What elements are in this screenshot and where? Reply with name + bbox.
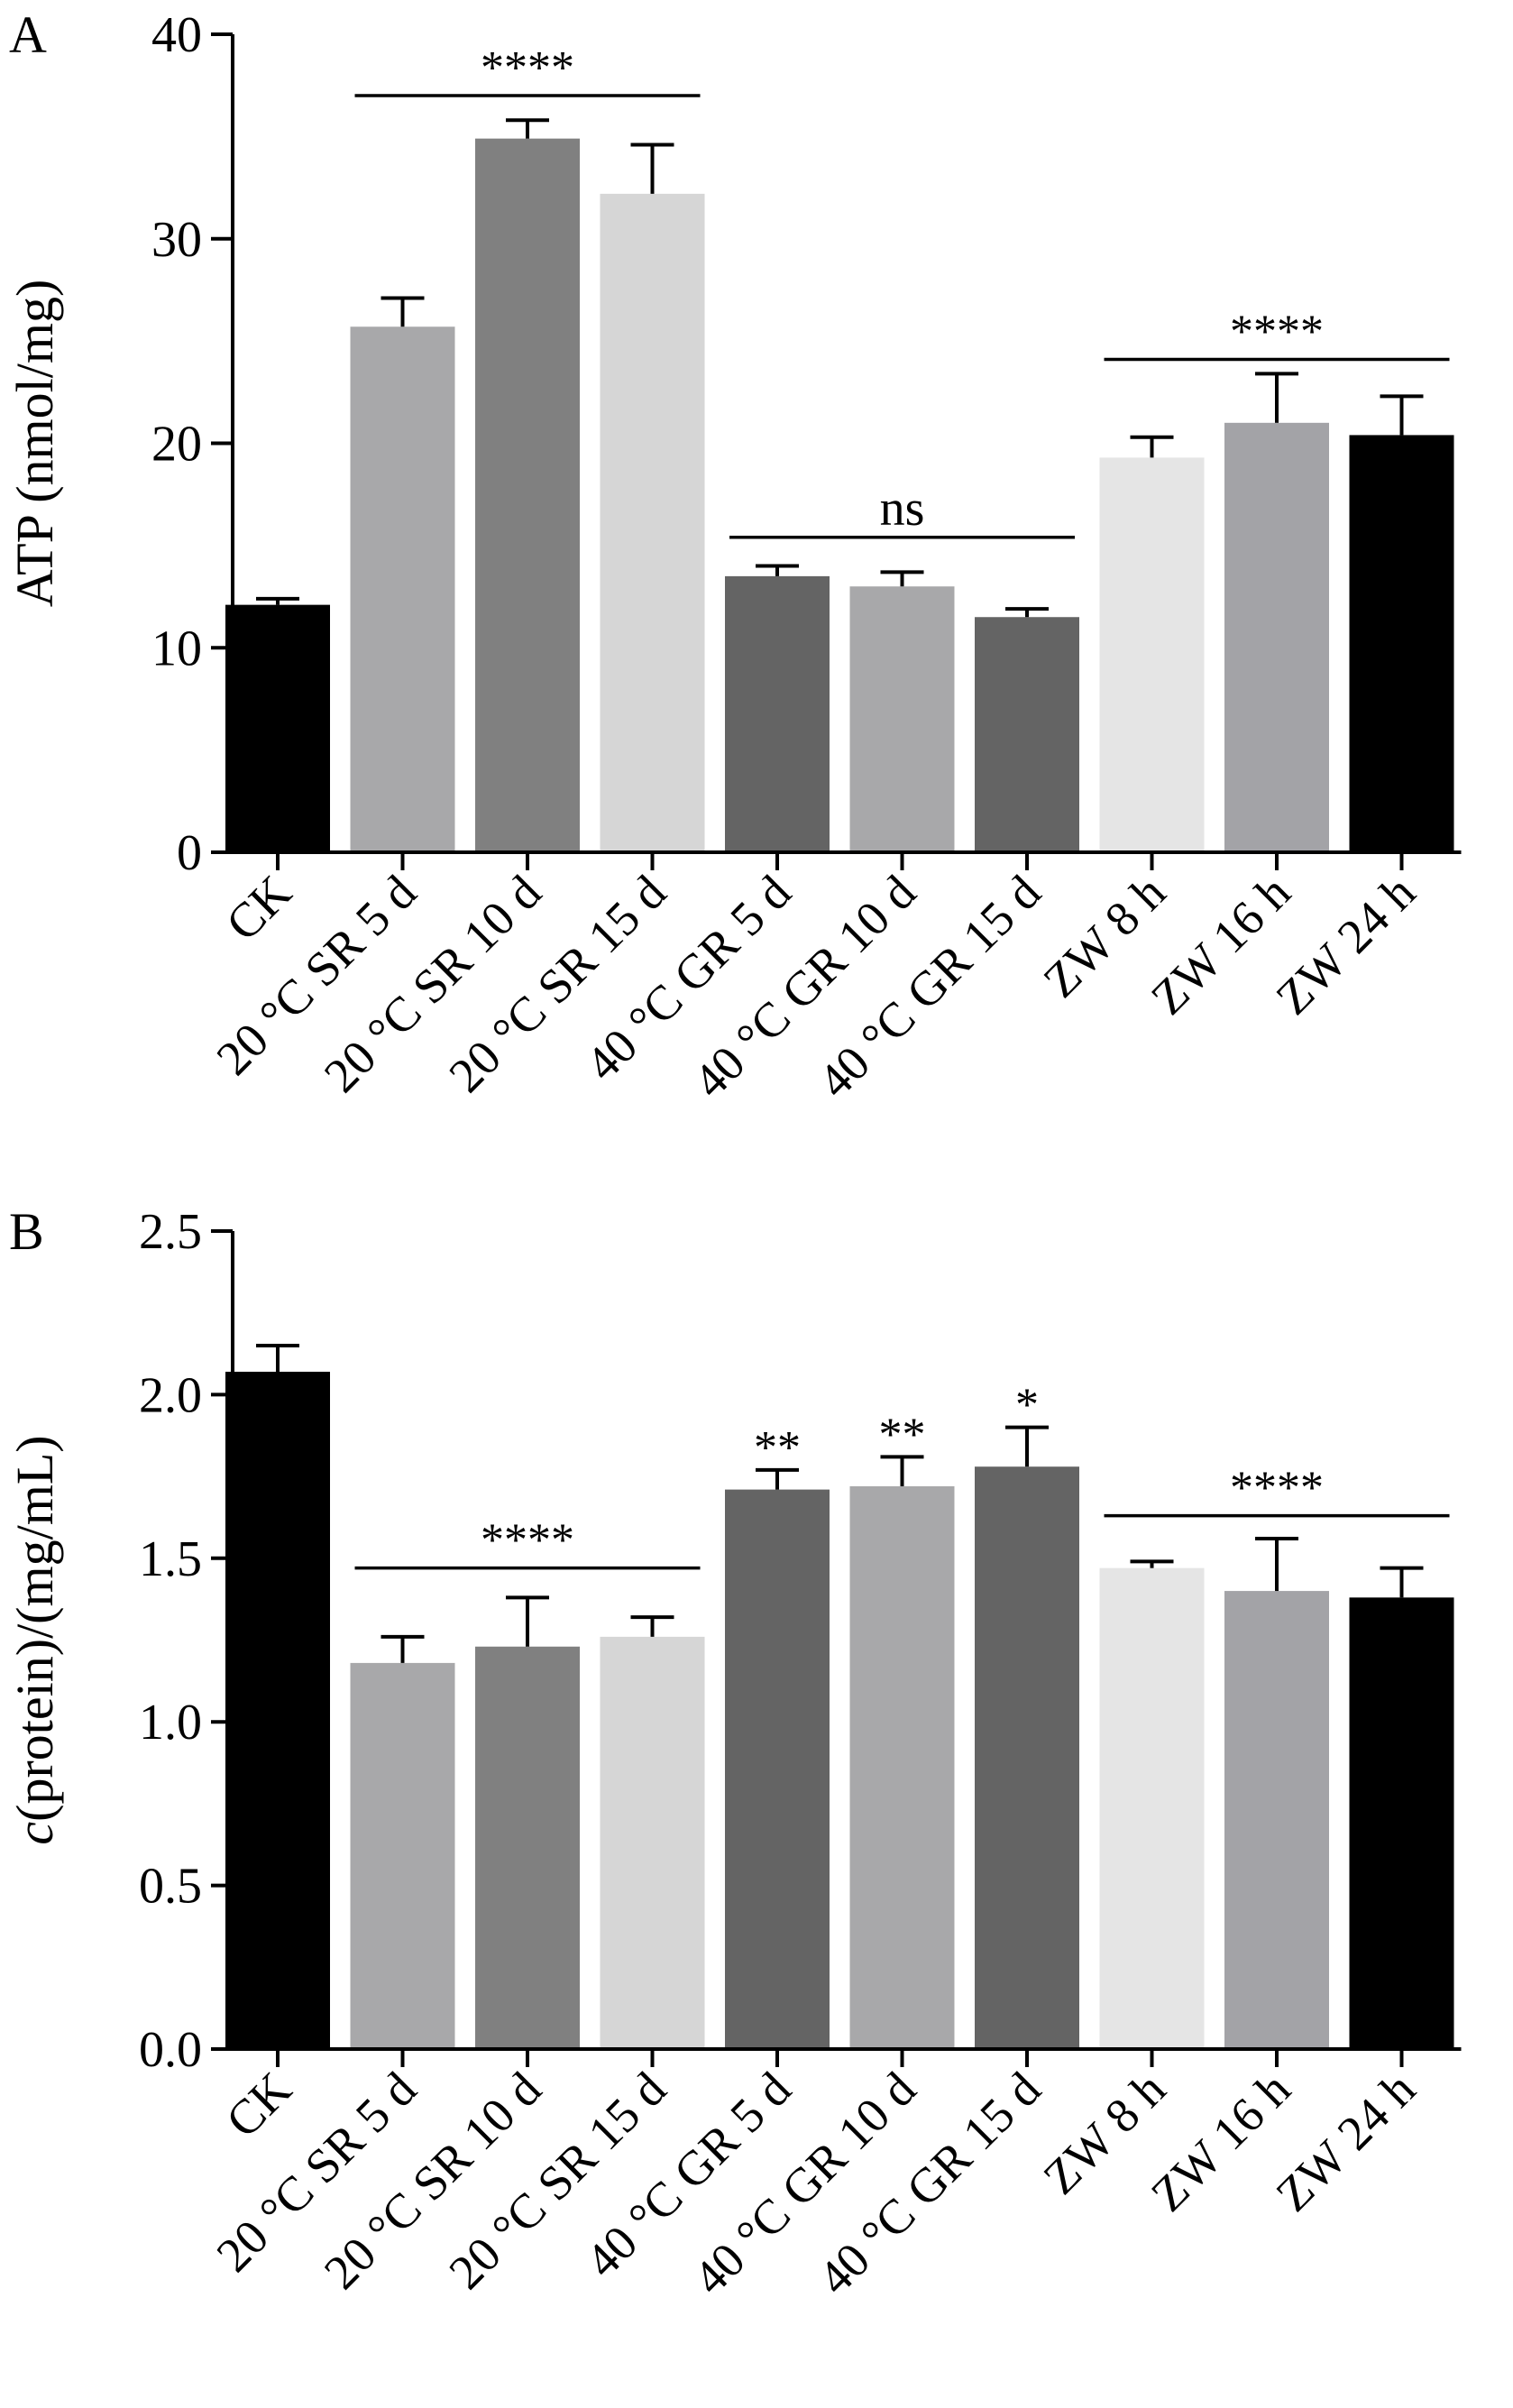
bar-5 bbox=[725, 575, 830, 852]
bar-8 bbox=[1099, 457, 1205, 852]
bar-6 bbox=[849, 586, 955, 852]
y-tick-label: 0 bbox=[177, 825, 202, 881]
bar-9 bbox=[1224, 422, 1329, 852]
bar-2 bbox=[350, 326, 455, 852]
bar-10 bbox=[1349, 435, 1454, 852]
y-tick-label: 1.0 bbox=[139, 1695, 202, 1751]
bar-4 bbox=[600, 193, 705, 853]
bar-4 bbox=[600, 1636, 705, 2049]
panel-label-a: A bbox=[9, 5, 47, 64]
x-tick-label: ZW 24 h bbox=[1266, 2062, 1426, 2221]
y-tick-label: 0.5 bbox=[139, 1859, 202, 1915]
y-axis-label: c(protein)/(mg/mL) bbox=[5, 1435, 64, 1844]
x-tick-label: ZW 24 h bbox=[1266, 865, 1426, 1025]
y-tick-label: 2.0 bbox=[139, 1367, 202, 1423]
bar-2 bbox=[350, 1662, 455, 2049]
significance-label: ns bbox=[880, 481, 925, 537]
bar-3 bbox=[475, 1646, 580, 2049]
x-tick-label: 20 °C SR 15 d bbox=[438, 2062, 676, 2300]
x-tick-label: CK bbox=[215, 865, 301, 951]
significance-label: **** bbox=[1230, 307, 1324, 358]
significance-label: ** bbox=[754, 1422, 801, 1474]
x-tick-label: 40 °C GR 15 d bbox=[808, 2062, 1051, 2305]
x-tick-label: 40 °C GR 10 d bbox=[683, 865, 926, 1108]
bar-10 bbox=[1349, 1597, 1454, 2049]
x-tick-label: 20 °C SR 15 d bbox=[438, 865, 676, 1103]
x-tick-label: 40 °C GR 10 d bbox=[683, 2062, 926, 2305]
significance-label: **** bbox=[481, 1515, 574, 1567]
y-tick-label: 2.5 bbox=[139, 1204, 202, 1260]
y-tick-label: 30 bbox=[151, 212, 202, 268]
y-tick-label: 0.0 bbox=[139, 2022, 202, 2078]
bar-1 bbox=[225, 604, 330, 852]
significance-label: ** bbox=[879, 1409, 926, 1460]
x-tick-label: 40 °C GR 15 d bbox=[808, 865, 1051, 1108]
bar-9 bbox=[1224, 1591, 1329, 2049]
x-tick-label: 20 °C SR 10 d bbox=[314, 2062, 552, 2300]
bar-7 bbox=[975, 1466, 1079, 2049]
bar-7 bbox=[975, 617, 1079, 852]
significance-label: **** bbox=[481, 42, 574, 94]
significance-label: * bbox=[1015, 1380, 1039, 1431]
x-tick-label: CK bbox=[215, 2062, 301, 2147]
x-tick-label: ZW 16 h bbox=[1141, 865, 1300, 1025]
bar-3 bbox=[475, 138, 580, 852]
bar-5 bbox=[725, 1489, 830, 2049]
y-tick-label: 10 bbox=[151, 620, 202, 676]
y-tick-label: 20 bbox=[151, 417, 202, 473]
bar-8 bbox=[1099, 1567, 1205, 2049]
x-tick-label: 20 °C SR 10 d bbox=[314, 865, 552, 1103]
bar-1 bbox=[225, 1372, 330, 2049]
panel-label-b: B bbox=[9, 1202, 44, 1261]
y-axis-label: ATP (nmol/mg) bbox=[5, 280, 64, 608]
bar-6 bbox=[849, 1485, 955, 2049]
significance-label: **** bbox=[1230, 1463, 1324, 1514]
y-tick-label: 40 bbox=[151, 7, 202, 63]
y-tick-label: 1.5 bbox=[139, 1531, 202, 1587]
x-tick-label: ZW 16 h bbox=[1141, 2062, 1300, 2221]
